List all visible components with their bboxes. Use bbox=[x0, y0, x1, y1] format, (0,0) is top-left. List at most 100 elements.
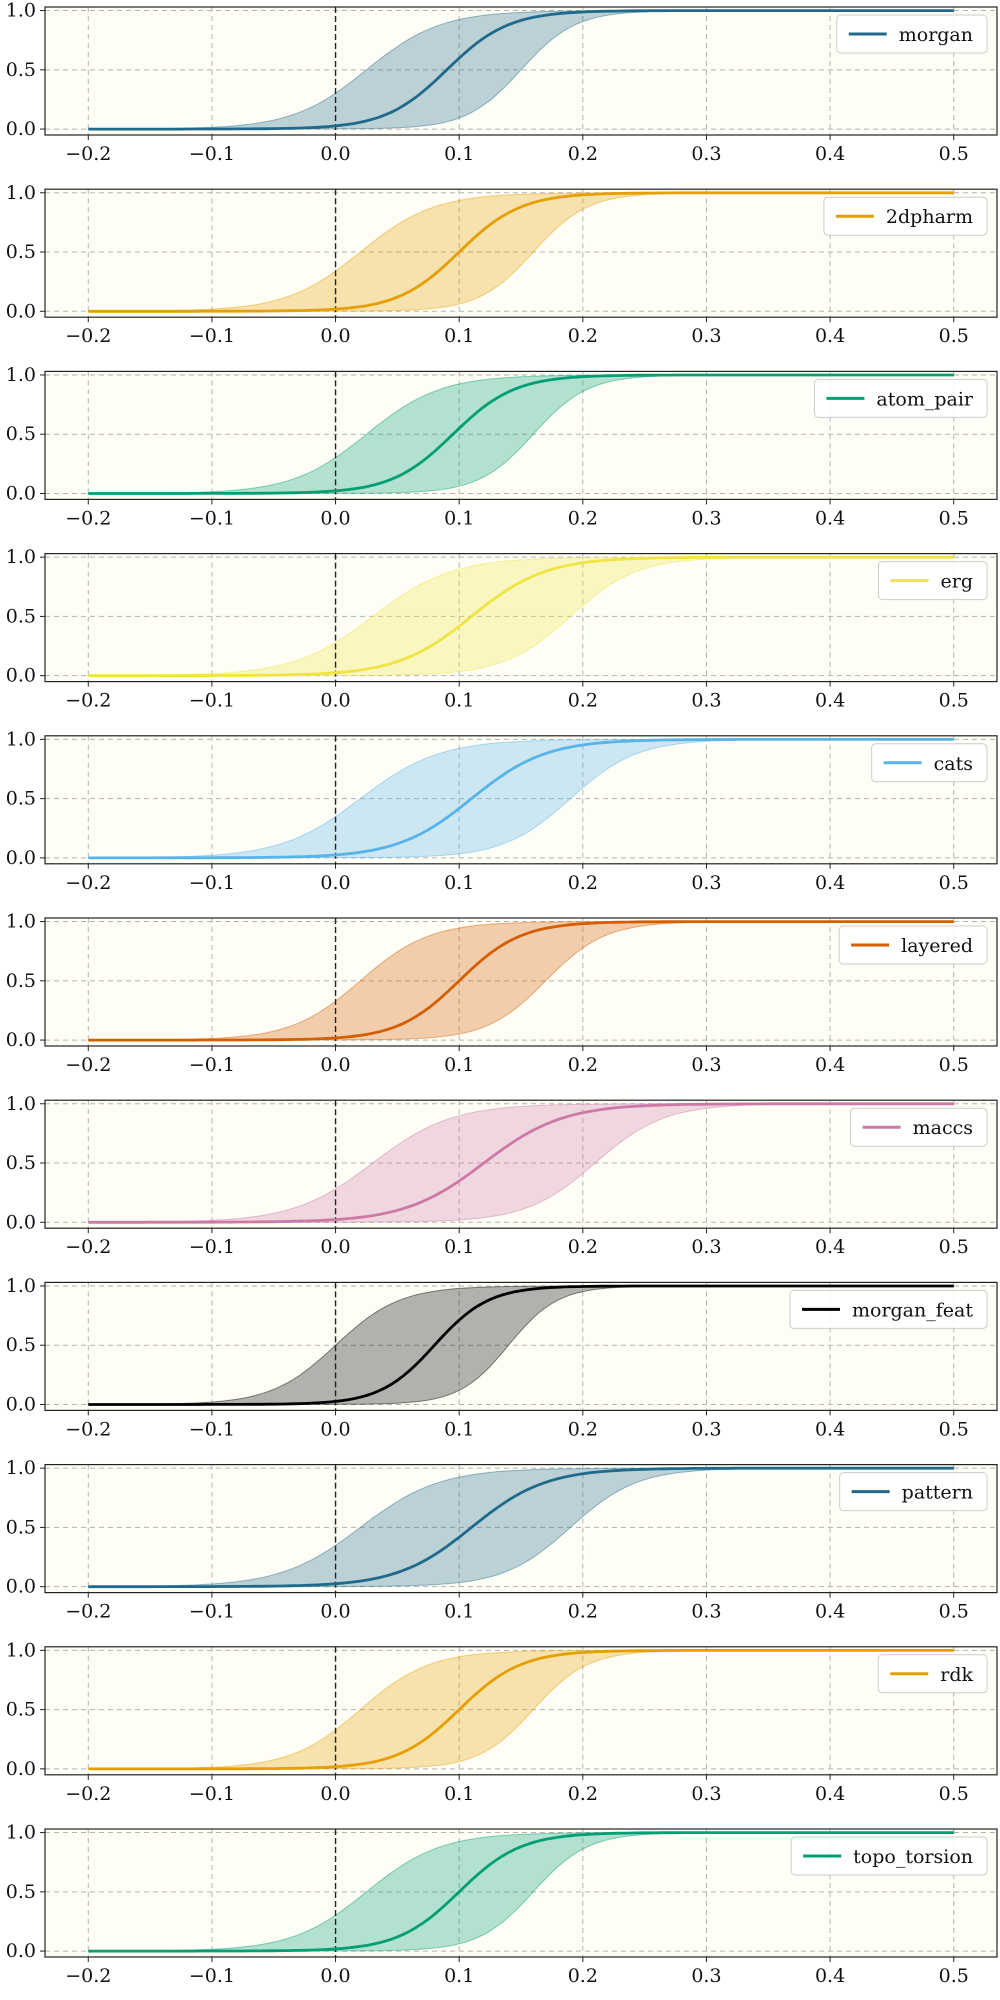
legend-label: morgan_feat bbox=[852, 1299, 973, 1321]
plot-area bbox=[45, 1100, 997, 1229]
legend-box bbox=[871, 743, 988, 783]
legend-box bbox=[836, 14, 988, 54]
x-tick-label: 0.5 bbox=[939, 1783, 969, 1805]
x-tick-label: 0.1 bbox=[444, 1236, 474, 1258]
axes-frame bbox=[44, 6, 998, 136]
legend: morgan bbox=[836, 14, 988, 54]
y-tick-label: 0.0 bbox=[6, 1576, 36, 1598]
axes-frame bbox=[44, 1281, 998, 1412]
x-tick-label: −0.1 bbox=[189, 1601, 235, 1623]
panel-erg: −0.2 −0.1 0.0 0.1 0.2 0.3 0.4 0.5 0.0 0.5 1.0 erg bbox=[6, 546, 998, 712]
y-tick-label: 1.0 bbox=[6, 182, 36, 204]
x-tick-label: −0.2 bbox=[65, 1965, 111, 1987]
plot-area bbox=[45, 1646, 997, 1775]
panel-maccs: −0.2 −0.1 0.0 0.1 0.2 0.3 0.4 0.5 0.0 0.5 1.0 maccs bbox=[6, 1093, 998, 1258]
x-tick-label: 0.2 bbox=[568, 325, 598, 347]
x-tick-label: 0.4 bbox=[815, 507, 845, 529]
legend-box bbox=[878, 561, 988, 601]
x-tick-label: 0.4 bbox=[815, 1054, 845, 1076]
x-tick-label: 0.1 bbox=[444, 1783, 474, 1805]
y-tick-label: 0.0 bbox=[6, 847, 36, 869]
y-tick-label: 0.5 bbox=[6, 1881, 36, 1903]
axes-frame bbox=[44, 1099, 998, 1229]
series-line-2dpharm bbox=[88, 191, 954, 313]
legend-box bbox=[789, 1289, 988, 1329]
legend-label: 2dpharm bbox=[886, 206, 973, 228]
y-tick-label: 0.0 bbox=[6, 1029, 36, 1051]
panel-cats: −0.2 −0.1 0.0 0.1 0.2 0.3 0.4 0.5 0.0 0.5 1.0 cats bbox=[6, 728, 998, 894]
y-tick-label: 0.5 bbox=[6, 1516, 36, 1538]
axes-frame bbox=[44, 917, 998, 1047]
plot-area bbox=[45, 1464, 997, 1593]
y-tick-label: 0.5 bbox=[6, 1699, 36, 1721]
x-tick-label: 0.3 bbox=[691, 1236, 721, 1258]
x-tick-label: 0.3 bbox=[691, 1601, 721, 1623]
legend: erg bbox=[878, 561, 988, 601]
axes-frame bbox=[44, 1463, 998, 1594]
x-tick-label: 0.1 bbox=[444, 325, 474, 347]
panel-rdk: −0.2 −0.1 0.0 0.1 0.2 0.3 0.4 0.5 0.0 0.5 1.0 rdk bbox=[6, 1639, 998, 1805]
x-tick-label: −0.1 bbox=[189, 1783, 235, 1805]
x-tick-label: −0.2 bbox=[65, 325, 111, 347]
x-tick-label: 0.2 bbox=[568, 1418, 598, 1440]
series-line-pattern bbox=[88, 1466, 954, 1589]
x-tick-label: 0.4 bbox=[815, 1965, 845, 1987]
x-tick-label: −0.2 bbox=[65, 690, 111, 712]
y-tick-label: 1.0 bbox=[6, 1639, 36, 1661]
legend-box bbox=[877, 1654, 988, 1694]
legend-box bbox=[839, 1472, 988, 1512]
x-tick-label: 0.0 bbox=[320, 690, 350, 712]
legend-label: pattern bbox=[902, 1482, 973, 1504]
x-tick-label: 0.5 bbox=[939, 143, 969, 165]
x-tick-label: 0.2 bbox=[568, 1965, 598, 1987]
y-tick-label: 0.5 bbox=[6, 59, 36, 81]
x-tick-label: 0.0 bbox=[320, 1236, 350, 1258]
x-tick-label: 0.0 bbox=[320, 1054, 350, 1076]
x-tick-label: 0.2 bbox=[568, 507, 598, 529]
x-tick-label: −0.2 bbox=[65, 872, 111, 894]
x-tick-label: −0.2 bbox=[65, 1236, 111, 1258]
x-tick-label: 0.4 bbox=[815, 1601, 845, 1623]
panel-2dpharm: −0.2 −0.1 0.0 0.1 0.2 0.3 0.4 0.5 0.0 0.5 1.0 2dpha… bbox=[6, 182, 998, 347]
y-tick-label: 0.5 bbox=[6, 788, 36, 810]
x-tick-label: −0.1 bbox=[189, 325, 235, 347]
series-line-layered bbox=[88, 920, 954, 1042]
y-tick-label: 1.0 bbox=[6, 1457, 36, 1479]
y-tick-label: 0.0 bbox=[6, 1758, 36, 1780]
legend-box bbox=[823, 196, 988, 236]
x-tick-label: 0.4 bbox=[815, 1236, 845, 1258]
x-tick-label: 0.3 bbox=[691, 1965, 721, 1987]
x-tick-label: −0.1 bbox=[189, 507, 235, 529]
x-tick-label: 0.1 bbox=[444, 872, 474, 894]
legend-label: topo_torsion bbox=[853, 1846, 973, 1868]
x-tick-label: −0.1 bbox=[189, 690, 235, 712]
y-tick-label: 1.0 bbox=[6, 0, 36, 22]
x-tick-label: 0.5 bbox=[939, 690, 969, 712]
x-tick-label: 0.3 bbox=[691, 507, 721, 529]
x-tick-label: 0.1 bbox=[444, 1054, 474, 1076]
series-line-morgan_feat bbox=[88, 1284, 954, 1406]
x-tick-label: 0.0 bbox=[320, 1418, 350, 1440]
x-tick-label: −0.2 bbox=[65, 1783, 111, 1805]
legend-label: layered bbox=[901, 935, 973, 957]
legend-box bbox=[838, 925, 988, 965]
x-tick-label: −0.2 bbox=[65, 143, 111, 165]
legend: pattern bbox=[839, 1472, 988, 1512]
panel-pattern: −0.2 −0.1 0.0 0.1 0.2 0.3 0.4 0.5 0.0 0.5 1.0 patte… bbox=[6, 1457, 998, 1623]
plot-area bbox=[45, 735, 997, 864]
x-tick-label: 0.3 bbox=[691, 1783, 721, 1805]
x-tick-label: −0.1 bbox=[189, 1054, 235, 1076]
series-line-maccs bbox=[88, 1102, 954, 1224]
panel-topo_torsion: −0.2 −0.1 0.0 0.1 0.2 0.3 0.4 0.5 0.0 0.5 1.0 topo_… bbox=[6, 1822, 998, 1987]
series-line-rdk bbox=[88, 1649, 954, 1771]
y-tick-label: 0.0 bbox=[6, 1393, 36, 1415]
plot-area bbox=[45, 553, 997, 682]
x-tick-label: 0.0 bbox=[320, 325, 350, 347]
x-tick-label: 0.5 bbox=[939, 1054, 969, 1076]
x-tick-label: −0.2 bbox=[65, 1054, 111, 1076]
x-tick-label: 0.5 bbox=[939, 325, 969, 347]
legend-label: atom_pair bbox=[876, 388, 973, 410]
x-tick-label: 0.3 bbox=[691, 1418, 721, 1440]
y-tick-label: 0.0 bbox=[6, 482, 36, 504]
y-tick-label: 0.5 bbox=[6, 1152, 36, 1174]
